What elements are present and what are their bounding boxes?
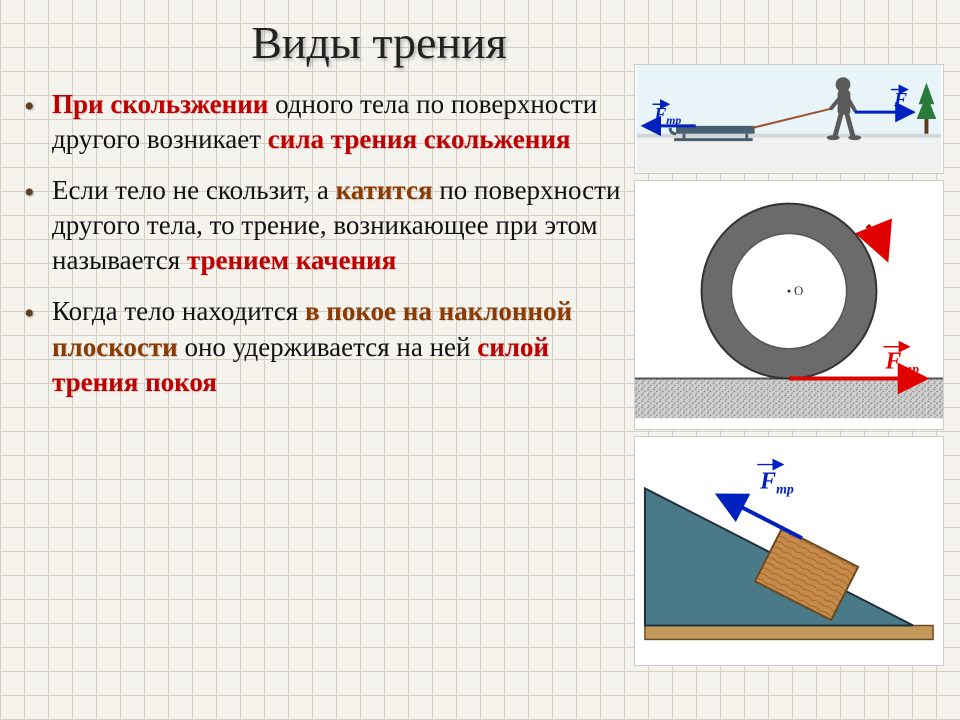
bullet-segment: При скользжении bbox=[52, 89, 268, 119]
bullet-item: Когда тело находится в покое на наклонно… bbox=[16, 294, 622, 399]
bullet-segment: Если тело не скользит, а bbox=[52, 175, 336, 205]
figure-caption-rolling: Трение качения bbox=[635, 429, 943, 430]
figures-column: F Fтр bbox=[634, 8, 944, 712]
svg-text:O: O bbox=[794, 283, 803, 298]
figure-rolling-friction: O Fтр Трение качения bbox=[634, 180, 944, 430]
bullet-segment: сила трения скольжения bbox=[268, 124, 571, 154]
figure-sliding-friction: F Fтр bbox=[634, 64, 944, 174]
bullet-segment: катится bbox=[336, 175, 433, 205]
bullet-segment: Когда тело находится bbox=[52, 296, 305, 326]
figure-caption-static: Трение покоя bbox=[635, 665, 943, 666]
bullet-segment: трением качения bbox=[187, 245, 396, 275]
slide-root: Виды трения При скользжении одного тела … bbox=[0, 0, 960, 720]
text-column: Виды трения При скользжении одного тела … bbox=[16, 8, 634, 712]
bullet-list: При скользжении одного тела по поверхнос… bbox=[16, 87, 622, 400]
bullet-item: При скользжении одного тела по поверхнос… bbox=[16, 87, 622, 157]
bullet-item: Если тело не скользит, а катится по пове… bbox=[16, 173, 622, 278]
slide-title: Виды трения bbox=[136, 16, 622, 69]
bullet-segment: оно удерживается на ней bbox=[178, 332, 478, 362]
svg-text:F: F bbox=[893, 90, 907, 111]
figure-static-friction: Fтр Трение покоя bbox=[634, 436, 944, 666]
